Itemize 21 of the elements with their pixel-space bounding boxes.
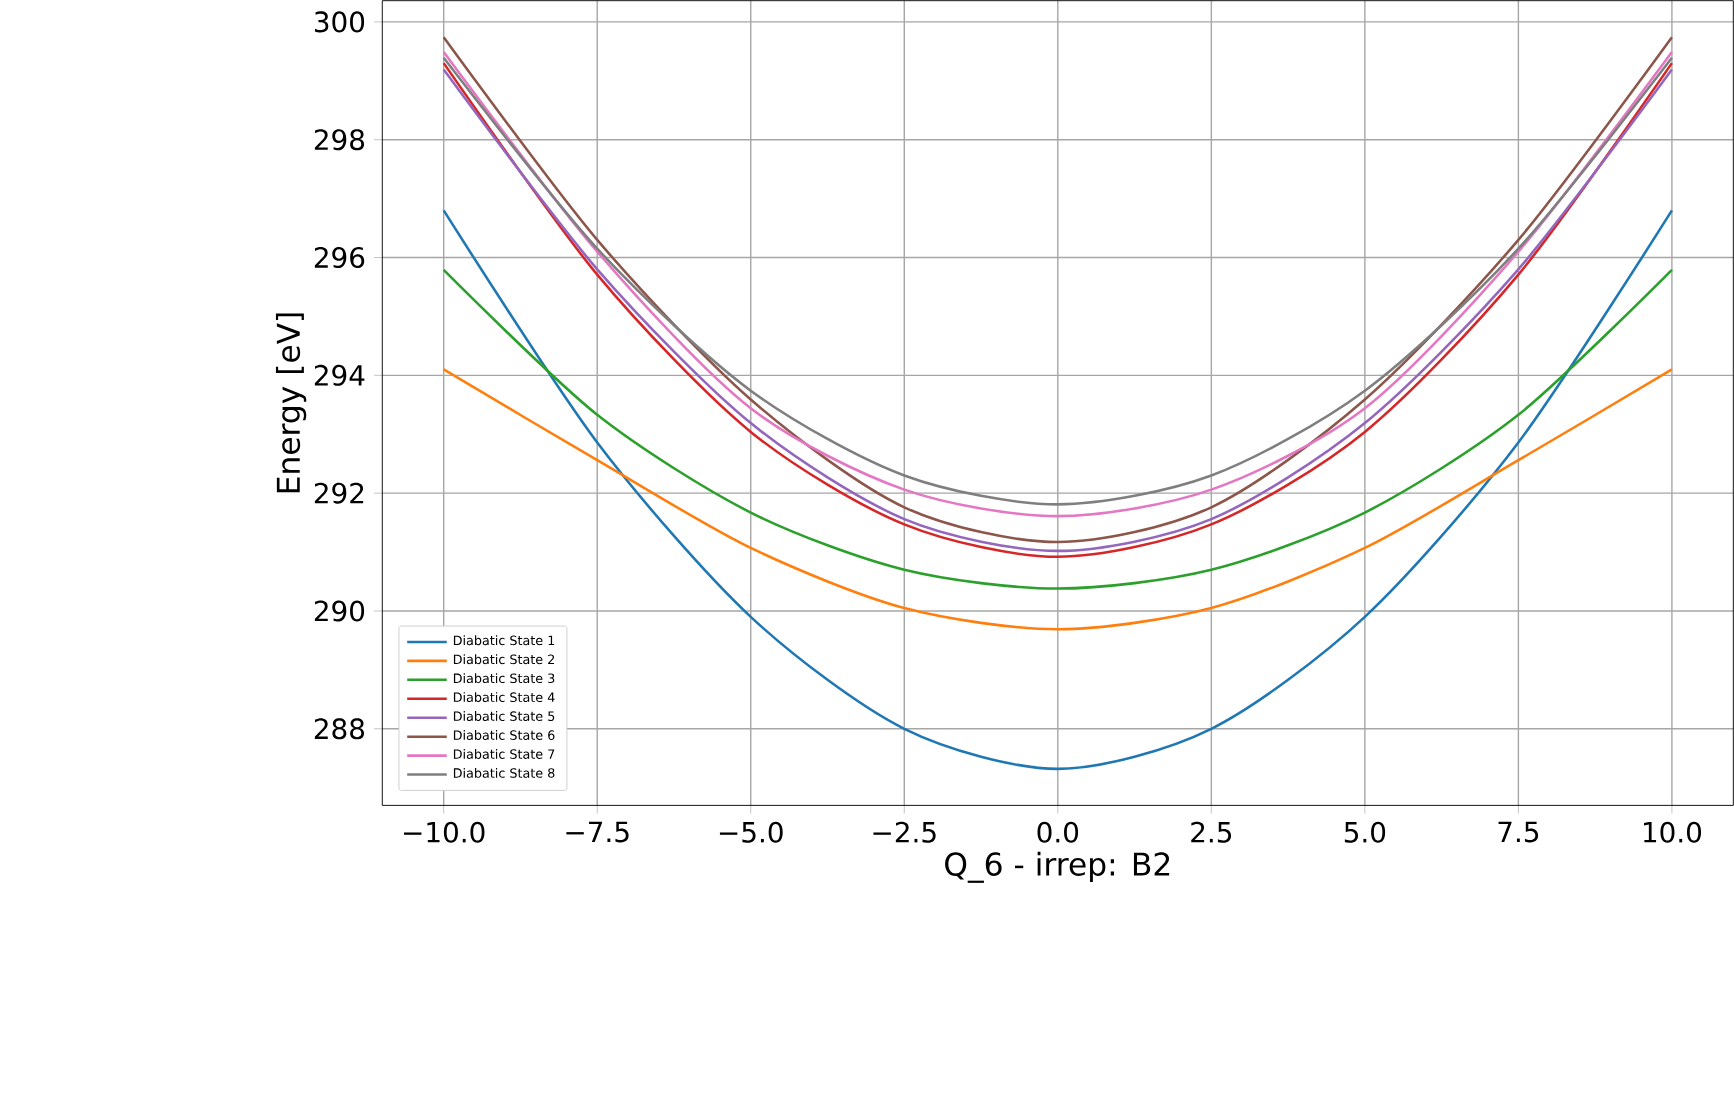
y-tick-label: 292 (314, 482, 364, 504)
x-tick-label: 0.0 (1037, 821, 1079, 843)
x-tick-label: −7.5 (566, 821, 629, 842)
x-axis-title: Q_6 - irrep: B2 (945, 851, 1170, 883)
line-series (442, 367, 1674, 631)
line-series (442, 208, 1674, 770)
y-tick-label: 298 (314, 128, 365, 150)
x-tick-label: 7.5 (1498, 821, 1539, 842)
x-tick-label: −5.0 (719, 821, 783, 843)
x-tick-label: −2.5 (873, 821, 936, 843)
line-series (442, 268, 1674, 590)
y-tick-label: 290 (314, 599, 365, 622)
y-tick-label: 296 (314, 246, 365, 268)
y-axis-title: Energy [eV] (275, 312, 307, 492)
x-tick-label: 10.0 (1643, 821, 1702, 843)
y-tick-label: 288 (314, 717, 365, 739)
x-tick-label: 5.0 (1344, 821, 1386, 843)
x-tick-label: −10.0 (404, 821, 485, 843)
y-tick-label: 300 (314, 10, 365, 32)
x-tick-label: 2.5 (1191, 821, 1232, 843)
y-tick-label: 294 (314, 364, 365, 386)
